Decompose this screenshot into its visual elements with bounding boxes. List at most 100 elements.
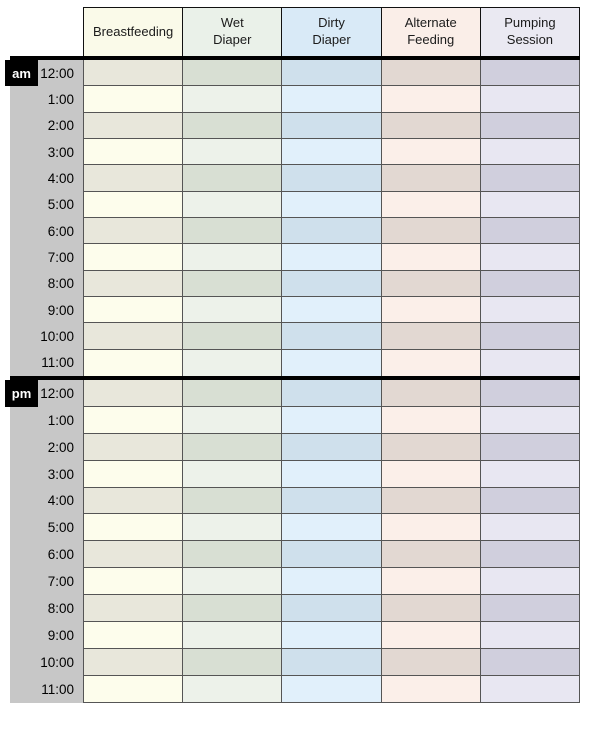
log-cell	[281, 568, 381, 596]
log-cell	[182, 191, 282, 218]
log-cell	[380, 621, 480, 649]
log-cell	[182, 433, 282, 461]
log-cell	[83, 433, 183, 461]
log-cell	[380, 191, 480, 218]
table-row-pm-9:00: 9:00	[10, 621, 581, 649]
log-cell	[281, 217, 381, 245]
time-label: 7:00	[10, 244, 83, 271]
log-cell	[281, 296, 381, 324]
log-cell	[479, 675, 581, 703]
log-cell	[83, 349, 183, 376]
column-header-pumping-session: Pumping Session	[479, 7, 581, 56]
log-cell	[83, 86, 183, 113]
log-cell	[83, 648, 183, 676]
log-cell	[380, 568, 480, 596]
log-cell	[479, 406, 581, 434]
log-cell	[83, 165, 183, 192]
table-row-pm-4:00: 4:00	[10, 487, 581, 515]
log-cell	[281, 487, 381, 515]
time-label: 3:00	[10, 460, 83, 488]
log-cell	[479, 191, 581, 218]
log-cell	[182, 406, 282, 434]
time-label: 5:00	[10, 191, 83, 218]
log-cell	[182, 138, 282, 166]
log-cell	[479, 60, 581, 87]
log-cell	[83, 621, 183, 649]
time-label: 8:00	[10, 595, 83, 622]
log-cell	[281, 138, 381, 166]
log-cell	[182, 86, 282, 113]
time-label: 2:00	[10, 112, 83, 139]
table-body: am 12:00 1:00 2:00 3:00 4:00 5:00 6:00 7:00 8:00 9…	[5, 60, 581, 703]
log-cell	[182, 165, 282, 192]
log-cell	[479, 433, 581, 461]
log-cell	[479, 165, 581, 192]
time-label: 8:00	[10, 270, 83, 297]
header-divider	[10, 56, 580, 60]
log-cell	[83, 379, 183, 407]
table-row-pm-5:00: 5:00	[10, 514, 581, 542]
table-header-row: Breastfeeding Wet Diaper Dirty Diaper Al…	[10, 7, 581, 56]
time-label: 7:00	[10, 568, 83, 596]
column-header-dirty-diaper: Dirty Diaper	[281, 7, 381, 56]
log-cell	[380, 675, 480, 703]
log-cell	[380, 323, 480, 350]
log-cell	[182, 514, 282, 542]
log-cell	[182, 595, 282, 622]
log-cell	[182, 648, 282, 676]
table-row-am-11:00: 11:00	[10, 349, 581, 376]
baby-log-sheet: Breastfeeding Wet Diaper Dirty Diaper Al…	[5, 7, 581, 703]
log-cell	[281, 621, 381, 649]
log-cell	[380, 244, 480, 271]
table-row-am-8:00: 8:00	[10, 270, 581, 297]
log-cell	[83, 595, 183, 622]
log-cell	[380, 138, 480, 166]
log-cell	[83, 112, 183, 139]
table-row-am-4:00: 4:00	[10, 165, 581, 192]
table-row-pm-1:00: 1:00	[10, 406, 581, 434]
log-cell	[479, 323, 581, 350]
table-row-am-6:00: 6:00	[10, 217, 581, 245]
log-cell	[281, 323, 381, 350]
log-cell	[479, 217, 581, 245]
log-cell	[380, 270, 480, 297]
log-cell	[83, 60, 183, 87]
log-cell	[380, 541, 480, 569]
table-row-pm-7:00: 7:00	[10, 568, 581, 596]
table-row-am-12:00: 12:00	[10, 60, 581, 87]
log-cell	[479, 621, 581, 649]
log-cell	[83, 217, 183, 245]
log-cell	[479, 138, 581, 166]
log-cell	[182, 379, 282, 407]
table-row-am-10:00: 10:00	[10, 323, 581, 350]
log-cell	[281, 270, 381, 297]
log-cell	[479, 112, 581, 139]
table-row-pm-12:00: 12:00	[10, 379, 581, 407]
section-divider	[10, 375, 580, 380]
log-cell	[83, 675, 183, 703]
log-cell	[83, 296, 183, 324]
log-cell	[281, 460, 381, 488]
table-row-pm-10:00: 10:00	[10, 648, 581, 676]
log-cell	[380, 487, 480, 515]
time-label: 4:00	[10, 487, 83, 515]
log-cell	[380, 296, 480, 324]
time-label: 4:00	[10, 165, 83, 192]
log-cell	[380, 514, 480, 542]
column-header-wet-diaper: Wet Diaper	[182, 7, 282, 56]
log-cell	[83, 487, 183, 515]
log-cell	[479, 514, 581, 542]
log-cell	[182, 296, 282, 324]
log-cell	[380, 433, 480, 461]
log-cell	[380, 379, 480, 407]
log-cell	[281, 541, 381, 569]
log-cell	[479, 487, 581, 515]
log-cell	[380, 349, 480, 376]
log-cell	[182, 112, 282, 139]
log-cell	[281, 406, 381, 434]
table-row-pm-6:00: 6:00	[10, 541, 581, 569]
log-cell	[182, 349, 282, 376]
table-row-pm-8:00: 8:00	[10, 595, 581, 622]
time-label: 9:00	[10, 621, 83, 649]
log-cell	[479, 244, 581, 271]
